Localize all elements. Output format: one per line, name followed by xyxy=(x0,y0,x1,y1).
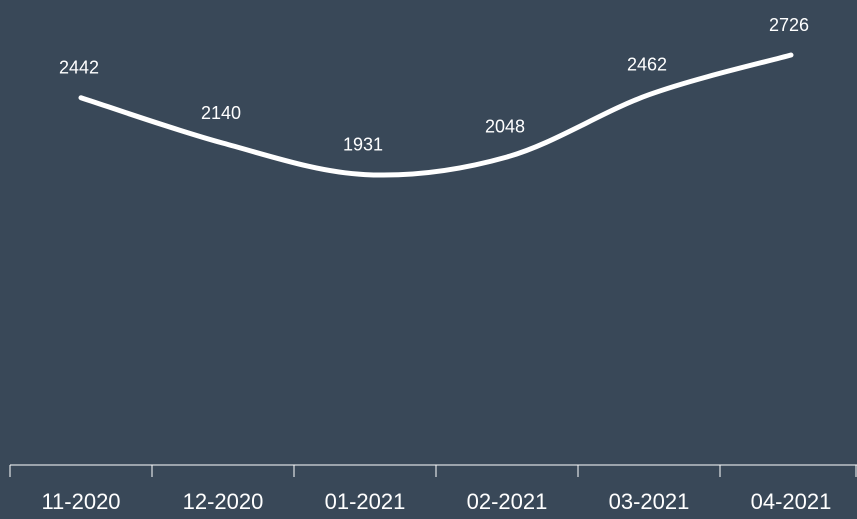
line xyxy=(78,52,794,178)
x-tick-label: 02-2021 xyxy=(467,489,548,514)
value-label: 2442 xyxy=(59,57,99,77)
x-tick-label: 03-2021 xyxy=(609,489,690,514)
value-label: 1931 xyxy=(343,134,383,154)
value-label: 2140 xyxy=(201,103,241,123)
x-tick-label: 12-2020 xyxy=(183,489,264,514)
x-tick-label: 11-2020 xyxy=(41,489,120,514)
x-tick-label: 01-2021 xyxy=(325,489,406,514)
value-label: 2726 xyxy=(769,15,809,35)
value-label: 2462 xyxy=(627,54,667,74)
x-tick-label: 04-2021 xyxy=(751,489,832,514)
value-label: 2048 xyxy=(485,117,525,137)
